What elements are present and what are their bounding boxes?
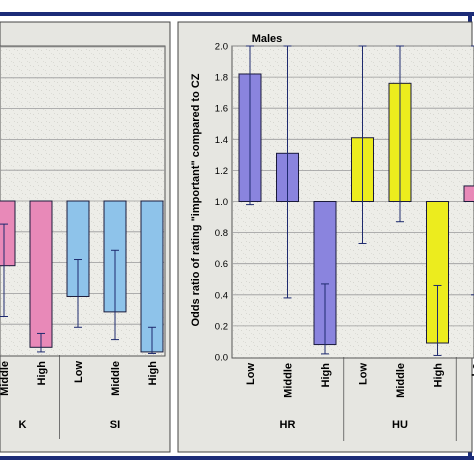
y-tick-label: 2.0 [215, 42, 228, 53]
group-label: HU [392, 419, 408, 431]
bar-K-High [29, 200, 53, 348]
y-tick-label: 1.2 [215, 166, 228, 177]
x-category-label: High [36, 361, 48, 386]
y-tick-label: 0.0 [215, 353, 228, 364]
y-tick-label: 0.4 [215, 290, 228, 301]
right-gridlines [232, 45, 474, 327]
y-tick-label: 1.0 [215, 197, 228, 208]
y-tick-label: 0.6 [215, 259, 228, 270]
left-chart-panel: Middle High K Low Middle High SI [0, 21, 171, 453]
group-label: SI [110, 419, 120, 431]
left-x-labels: Middle High K Low Middle High SI [0, 355, 159, 439]
x-category-label: High [320, 363, 332, 388]
y-tick-labels: 0.0 0.2 0.4 0.6 0.8 1.0 1.2 1.4 1.6 1.8 2.0 [215, 42, 228, 364]
group-label: HR [280, 419, 296, 431]
outer-frame-top [0, 12, 474, 16]
y-axis-title: Odds ratio of rating "important" compare… [190, 73, 202, 326]
x-category-label: Low [245, 363, 257, 385]
chart-title: Males [252, 33, 283, 45]
y-tick-label: 1.4 [215, 135, 228, 146]
x-category-label: Low [73, 361, 85, 383]
x-category-label: Middle [395, 363, 407, 398]
x-category-label: High [147, 361, 159, 386]
y-tick-label: 0.8 [215, 228, 228, 239]
right-x-labels: Low Middle High HR Low Middle High HU Lo [245, 357, 474, 441]
x-category-label: Middle [283, 363, 295, 398]
y-tick-label: 0.2 [215, 321, 228, 332]
left-bars [0, 200, 164, 354]
y-tick-label: 1.8 [215, 73, 228, 84]
outer-frame-bottom [0, 456, 474, 460]
bar-K-Middle [0, 200, 16, 267]
x-category-label: Middle [0, 361, 11, 396]
x-category-label: Middle [110, 361, 122, 396]
x-category-label: Low [358, 363, 370, 385]
group-label: K [19, 419, 27, 431]
right-bars [238, 45, 474, 356]
y-tick-label: 1.6 [215, 104, 228, 115]
bar-group-Lo [463, 185, 474, 202]
x-category-label: High [433, 363, 445, 388]
right-chart-panel: Odds ratio of rating "important" compare… [177, 21, 474, 453]
x-category-label: Lo [470, 363, 474, 377]
